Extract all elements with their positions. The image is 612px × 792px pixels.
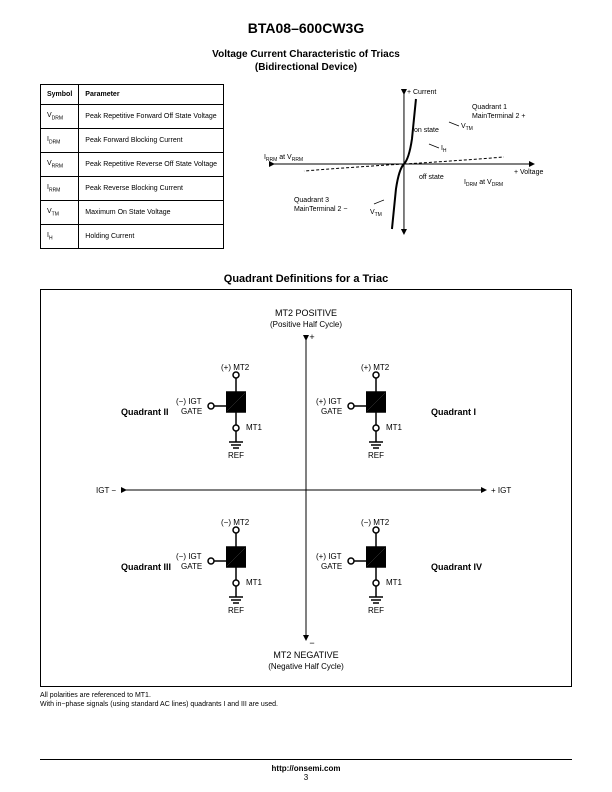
minus-sign-bottom: − xyxy=(309,638,314,648)
igt-minus-label: IGT − xyxy=(96,486,116,495)
q2-mt2: (+) MT2 xyxy=(221,363,250,372)
idrm-label: IDRM at VDRM xyxy=(464,179,503,188)
axis-voltage-label: + Voltage xyxy=(514,169,543,176)
q1-mt1: MT1 xyxy=(386,423,403,432)
mt2-neg2: (Negative Half Cycle) xyxy=(268,662,344,671)
sub: RRM xyxy=(49,187,60,193)
note-line2: With in−phase signals (using standard AC… xyxy=(40,700,572,709)
q3-mt2: (−) MT2 xyxy=(221,518,250,527)
vtm-label: VTM xyxy=(461,123,473,132)
param: Maximum On State Voltage xyxy=(79,200,224,224)
param: Holding Current xyxy=(79,224,224,248)
q1-igt: (+) IGT xyxy=(316,397,342,406)
q1-mt2: (+) MT2 xyxy=(361,363,390,372)
table-row: VTMMaximum On State Voltage xyxy=(41,200,224,224)
table-header-row: Symbol Parameter xyxy=(41,85,224,105)
mt2-pos1: MT2 POSITIVE xyxy=(275,308,337,318)
q4-mt2: (−) MT2 xyxy=(361,518,390,527)
subtitle-line2: (Bidirectional Device) xyxy=(255,62,357,73)
table-row: IDRMPeak Forward Blocking Current xyxy=(41,128,224,152)
q4-ref: REF xyxy=(368,606,384,615)
q1-label2: MainTerminal 2 + xyxy=(472,113,526,120)
symbol-table: Symbol Parameter VDRMPeak Repetitive For… xyxy=(40,84,224,249)
table-row: VDRMPeak Repetitive Forward Off State Vo… xyxy=(41,105,224,129)
mt2-pos2: (Positive Half Cycle) xyxy=(270,320,342,329)
subtitle: Voltage Current Characteristic of Triacs… xyxy=(40,48,572,74)
table-row: VRRMPeak Repetitive Reverse Off State Vo… xyxy=(41,152,224,176)
sub: DRM xyxy=(49,139,60,145)
footer: http://onsemi.com 3 xyxy=(0,759,612,782)
notes: All polarities are referenced to MT1. Wi… xyxy=(40,691,572,709)
q4-igt: (+) IGT xyxy=(316,552,342,561)
q3-ref: REF xyxy=(228,606,244,615)
sub: DRM xyxy=(52,115,63,121)
q2-igt: (−) IGT xyxy=(176,397,202,406)
q3-igt: (−) IGT xyxy=(176,552,202,561)
header-parameter: Parameter xyxy=(79,85,224,105)
subtitle-line1: Voltage Current Characteristic of Triacs xyxy=(212,49,400,60)
header-symbol: Symbol xyxy=(41,85,79,105)
q1-label: Quadrant I xyxy=(431,407,476,417)
param: Peak Forward Blocking Current xyxy=(79,128,224,152)
q3-label2: MainTerminal 2 − xyxy=(294,206,348,213)
irrm-label: IRRM at VRRM xyxy=(264,154,303,163)
sub: RRM xyxy=(52,163,63,169)
footer-url: http://onsemi.com xyxy=(0,764,612,773)
q3-label: Quadrant III xyxy=(121,562,171,572)
axis-current-label: + Current xyxy=(407,89,436,96)
param: Peak Repetitive Forward Off State Voltag… xyxy=(79,105,224,129)
on-state-label: on state xyxy=(414,127,439,134)
plus-sign-top: + xyxy=(309,332,314,342)
figure2-title: Quadrant Definitions for a Triac xyxy=(40,273,572,285)
sub: H xyxy=(49,235,53,241)
igt-plus-label: + IGT xyxy=(491,486,511,495)
q4-gate: GATE xyxy=(321,562,342,571)
q1-label1: Quadrant 1 xyxy=(472,104,507,111)
q2-mt1: MT1 xyxy=(246,423,263,432)
q2-label: Quadrant II xyxy=(121,407,169,417)
q2-gate: GATE xyxy=(181,407,202,416)
q3-mt1: MT1 xyxy=(246,578,263,587)
q1-ref: REF xyxy=(368,451,384,460)
q4-label: Quadrant IV xyxy=(431,562,482,572)
table-row: IHHolding Current xyxy=(41,224,224,248)
vtm-label-neg: VTM xyxy=(370,209,382,218)
q1-gate: GATE xyxy=(321,407,342,416)
mt2-neg1: MT2 NEGATIVE xyxy=(273,650,338,660)
quadrant-definitions-box: MT2 POSITIVE (Positive Half Cycle) + MT2… xyxy=(40,289,572,687)
param: Peak Repetitive Reverse Off State Voltag… xyxy=(79,152,224,176)
footer-page: 3 xyxy=(0,773,612,782)
param: Peak Reverse Blocking Current xyxy=(79,176,224,200)
off-state-label: off state xyxy=(419,174,444,181)
page-title: BTA08–600CW3G xyxy=(40,20,572,36)
top-section: Symbol Parameter VDRMPeak Repetitive For… xyxy=(40,84,572,249)
q3-gate: GATE xyxy=(181,562,202,571)
ih-label: IH xyxy=(441,145,447,154)
q4-mt1: MT1 xyxy=(386,578,403,587)
iv-characteristic-diagram: + Current + Voltage Quadrant 1 MainTermi… xyxy=(236,84,572,249)
q2-ref: REF xyxy=(228,451,244,460)
note-line1: All polarities are referenced to MT1. xyxy=(40,691,572,700)
table-row: IRRMPeak Reverse Blocking Current xyxy=(41,176,224,200)
q3-label1: Quadrant 3 xyxy=(294,197,329,204)
sub: TM xyxy=(52,211,59,217)
quadrant-diagram: MT2 POSITIVE (Positive Half Cycle) + MT2… xyxy=(66,300,546,680)
